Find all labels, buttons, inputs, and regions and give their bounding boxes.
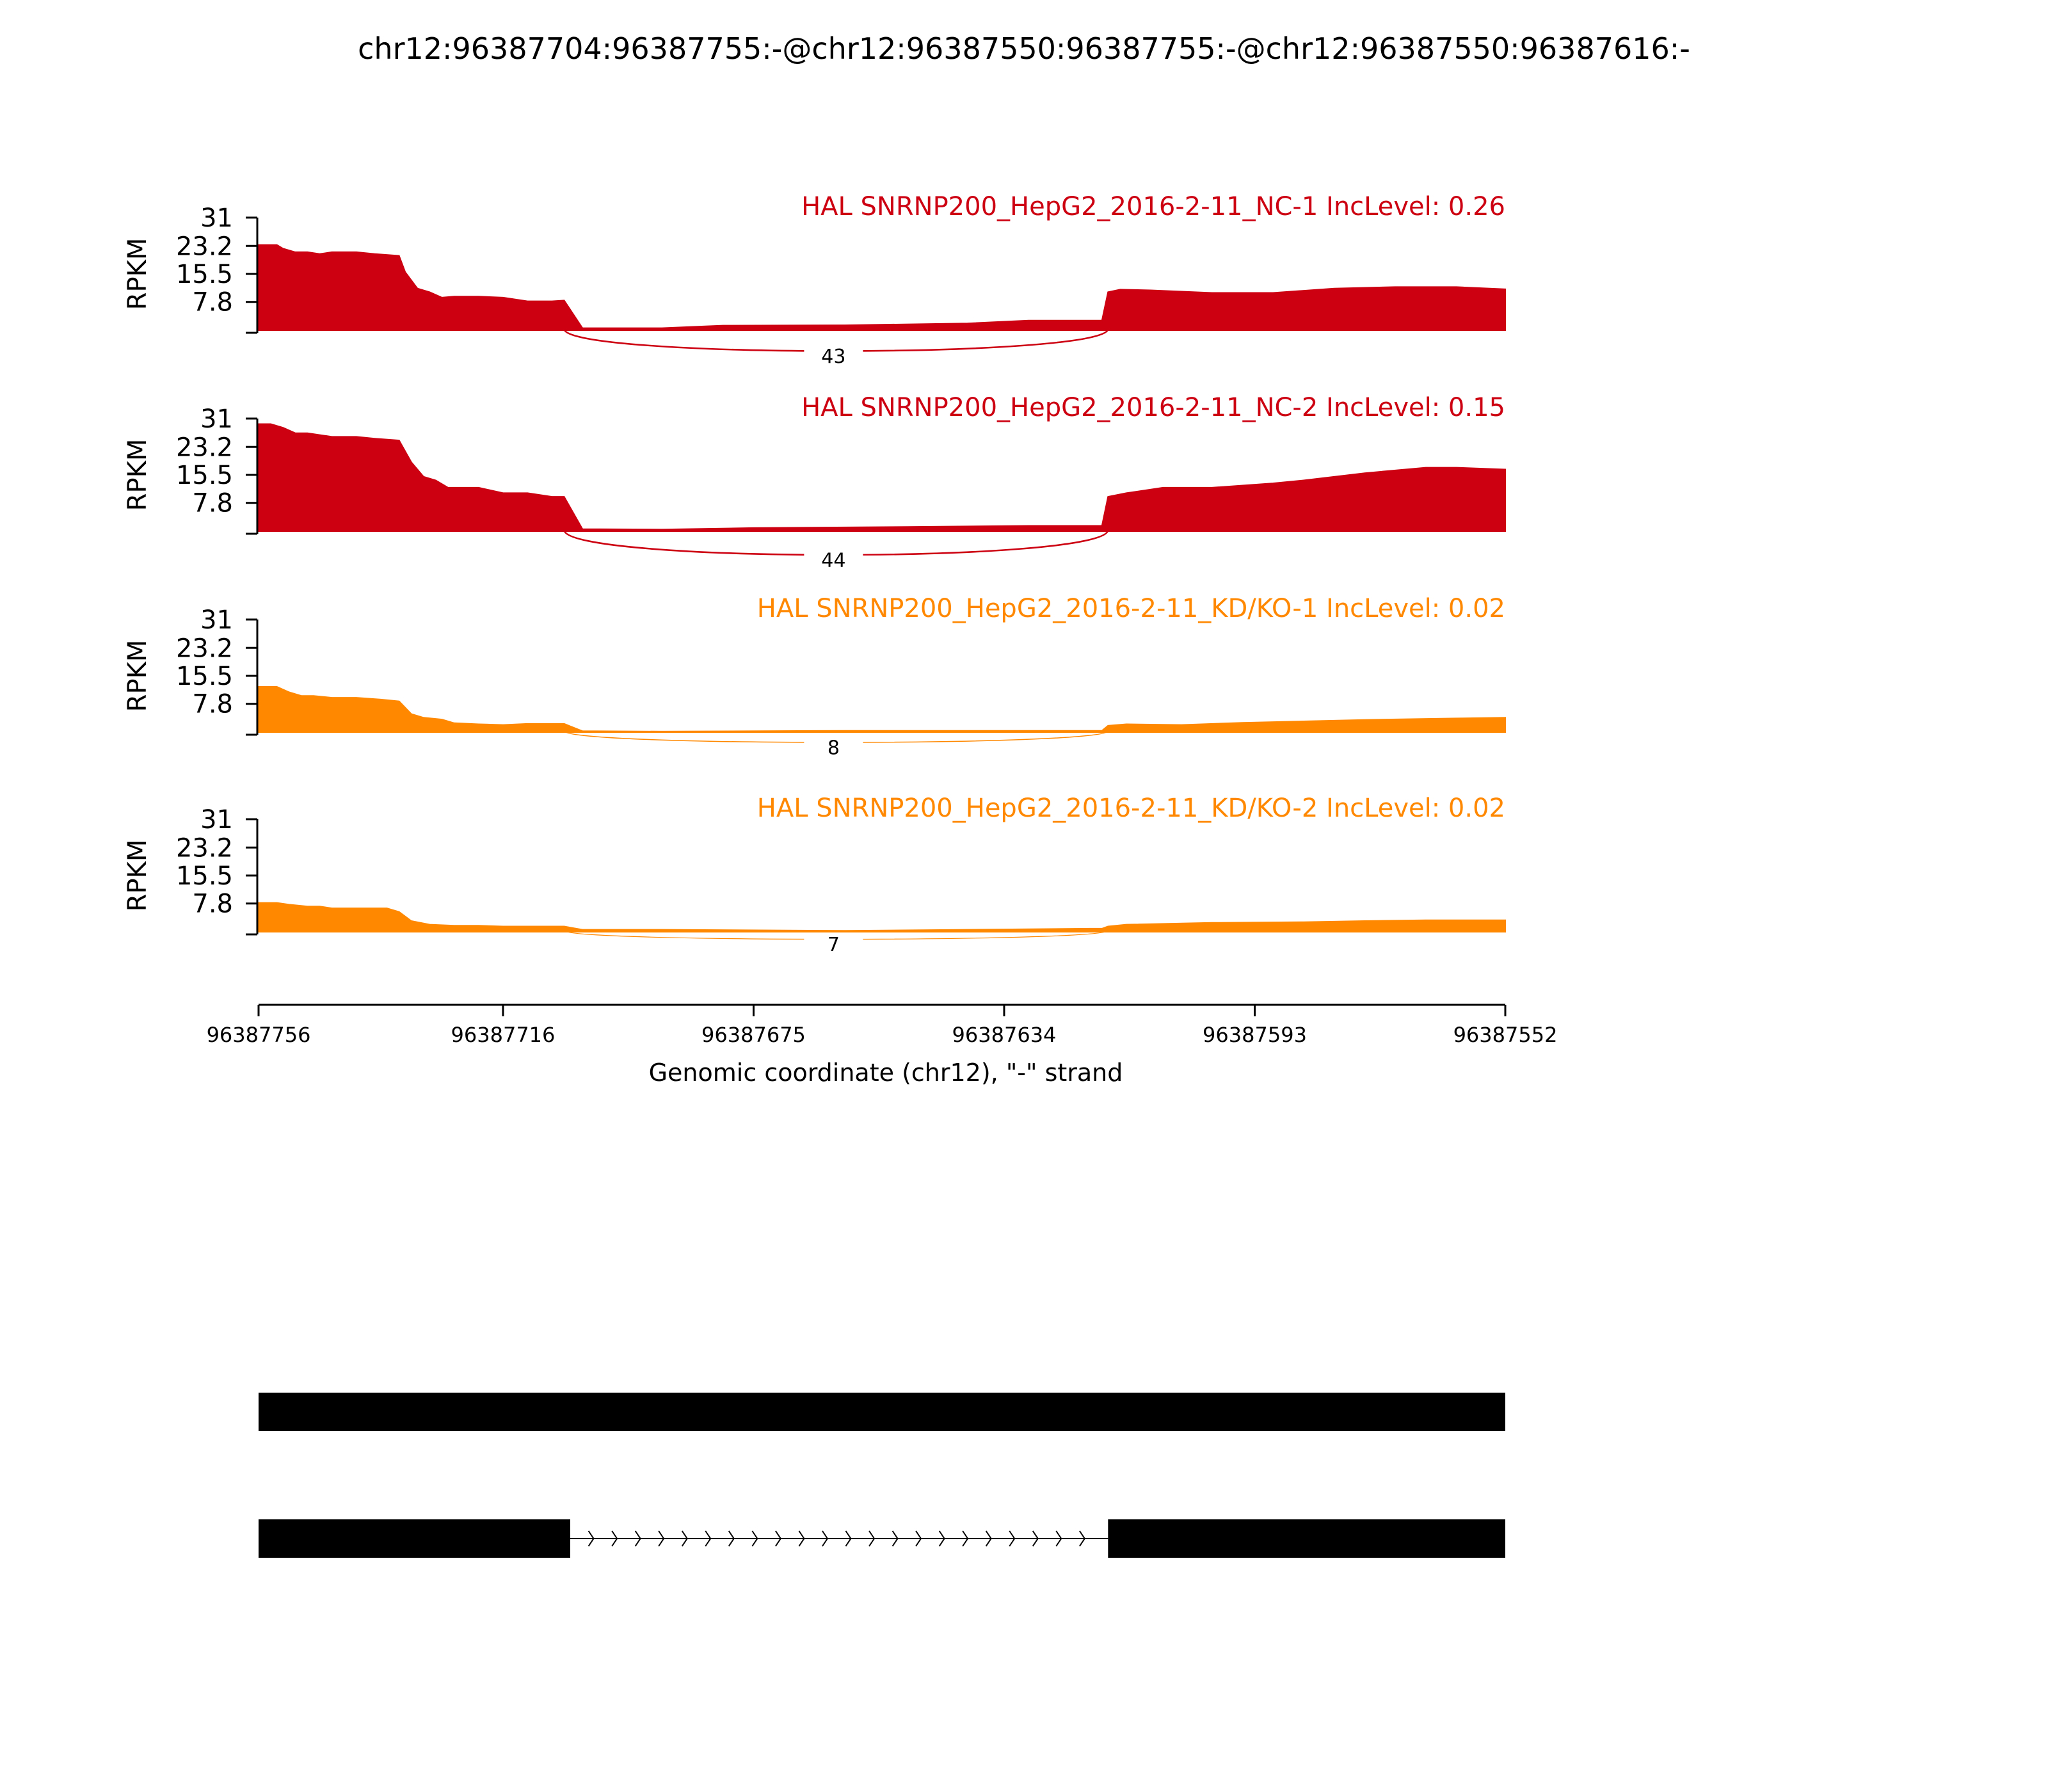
strand-chevron — [822, 1530, 829, 1547]
strand-chevron — [705, 1530, 712, 1547]
x-tick-label: 96387675 — [701, 1023, 806, 1047]
junction-read-count: 8 — [828, 737, 840, 760]
gene-model-2 — [259, 1519, 1505, 1558]
y-tick-label: 7.8 — [192, 288, 233, 317]
chart-title: chr12:96387704:96387755:-@chr12:96387550… — [358, 31, 1690, 66]
y-tick-label: 23.2 — [176, 433, 233, 462]
x-tick-label: 96387756 — [207, 1023, 311, 1047]
y-tick-label: 15.5 — [176, 461, 233, 490]
track-label: HAL SNRNP200_HepG2_2016-2-11_KD/KO-2 Inc… — [757, 794, 1505, 823]
y-tick-label: 7.8 — [192, 489, 233, 518]
y-tick-label: 23.2 — [176, 232, 233, 261]
exon-block — [259, 1393, 1505, 1431]
junction-read-count: 44 — [821, 550, 845, 572]
y-axis-label: RPKM — [123, 840, 152, 912]
y-tick-label: 15.5 — [176, 861, 233, 891]
junction-label-bg — [804, 548, 863, 570]
y-axis-label: RPKM — [123, 640, 152, 712]
strand-chevron — [1032, 1530, 1039, 1547]
strand-chevron — [985, 1530, 992, 1547]
strand-chevron — [611, 1530, 618, 1547]
y-tick-label: 23.2 — [176, 833, 233, 863]
x-axis-label: Genomic coordinate (chr12), "-" strand — [649, 1059, 1123, 1087]
junction-read-count: 43 — [821, 346, 845, 368]
strand-chevron — [634, 1530, 641, 1547]
y-tick-label: 15.5 — [176, 260, 233, 289]
track-label: HAL SNRNP200_HepG2_2016-2-11_NC-1 IncLev… — [801, 192, 1505, 221]
y-tick-label: 7.8 — [192, 890, 233, 919]
strand-chevron — [658, 1530, 665, 1547]
strand-chevron — [938, 1530, 945, 1547]
x-tick-label: 96387593 — [1203, 1023, 1307, 1047]
x-axis: 96387756 96387716 96387675 96387634 96387593… — [207, 1004, 1558, 1047]
track-label: HAL SNRNP200_HepG2_2016-2-11_NC-2 IncLev… — [801, 393, 1505, 422]
y-axis-label: RPKM — [123, 439, 152, 511]
strand-chevron — [845, 1530, 852, 1547]
exon-block — [259, 1519, 570, 1558]
junction-label-bg — [804, 933, 863, 954]
strand-chevron — [588, 1530, 595, 1547]
strand-chevron — [892, 1530, 899, 1547]
strand-chevron — [751, 1530, 758, 1547]
strand-chevron — [798, 1530, 805, 1547]
x-tick-label: 96387716 — [451, 1023, 556, 1047]
coverage-area — [258, 686, 1506, 733]
strand-chevron — [728, 1530, 735, 1547]
x-tick-label: 96387634 — [952, 1023, 1057, 1047]
y-tick-label: 31 — [200, 204, 233, 233]
y-tick-label: 15.5 — [176, 662, 233, 691]
gene-model-1 — [259, 1393, 1505, 1431]
coverage-area — [258, 244, 1506, 331]
x-tick-label: 96387552 — [1453, 1023, 1558, 1047]
strand-chevron — [915, 1530, 922, 1547]
track-label: HAL SNRNP200_HepG2_2016-2-11_KD/KO-1 Inc… — [757, 594, 1505, 623]
strand-chevron — [1009, 1530, 1016, 1547]
junction-label-bg — [804, 736, 863, 757]
gene-models — [259, 1393, 1505, 1558]
y-tick-label: 31 — [200, 404, 233, 434]
y-tick-label: 7.8 — [192, 690, 233, 719]
strand-chevron — [868, 1530, 876, 1547]
strand-chevron — [962, 1530, 969, 1547]
strand-chevron — [774, 1530, 782, 1547]
junction-read-count: 7 — [828, 934, 840, 956]
y-axis-label: RPKM — [123, 238, 152, 310]
coverage-area — [258, 902, 1506, 932]
y-tick-label: 31 — [200, 805, 233, 835]
coverage-area — [258, 423, 1506, 532]
strand-chevron — [1078, 1530, 1086, 1547]
strand-chevron — [1055, 1530, 1062, 1547]
y-tick-label: 31 — [200, 605, 233, 635]
strand-chevron — [681, 1530, 688, 1547]
exon-block — [1108, 1519, 1505, 1558]
y-tick-label: 23.2 — [176, 634, 233, 663]
junction-label-bg — [804, 345, 863, 365]
